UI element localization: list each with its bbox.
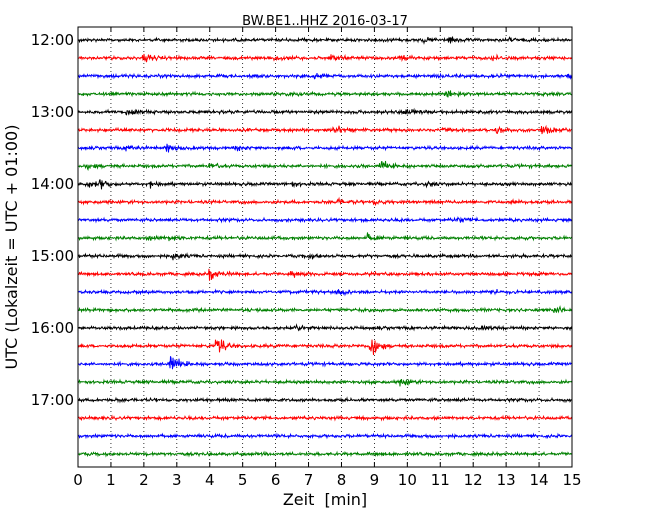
trace-line [77, 196, 573, 206]
x-tick-label: 6 [271, 471, 281, 489]
x-tick-label: 5 [238, 471, 248, 489]
trace-line [77, 432, 573, 440]
y-tick-label: 15:00 [31, 247, 74, 265]
x-tick-label: 2 [139, 471, 149, 489]
y-tick-label: 12:00 [31, 31, 74, 49]
trace-line [77, 268, 573, 281]
x-tick-label: 3 [172, 471, 182, 489]
x-tick-label: 0 [73, 471, 83, 489]
trace-line [77, 36, 573, 45]
grid-lines [110, 27, 540, 467]
trace-line [77, 396, 573, 404]
traces [77, 36, 573, 458]
x-tick-label: 13 [497, 471, 516, 489]
x-tick-label: 1 [106, 471, 116, 489]
x-tick-label: 14 [530, 471, 549, 489]
trace-line [77, 107, 573, 116]
trace-line [77, 216, 573, 224]
y-tick-label: 14:00 [31, 175, 74, 193]
trace-line [77, 160, 573, 172]
x-tick-label: 11 [431, 471, 450, 489]
y-tick-label: 16:00 [31, 319, 74, 337]
y-tick-label: 17:00 [31, 391, 74, 409]
trace-line [77, 53, 573, 63]
trace-line [77, 72, 573, 81]
trace-line [77, 323, 573, 332]
trace-line [77, 232, 573, 242]
x-ticks: 0 1 2 3 4 5 6 7 8 9 10 11 12 13 14 15 [73, 27, 582, 489]
trace-line [77, 339, 573, 356]
x-tick-label: 7 [304, 471, 314, 489]
chart-title: BW.BE1..HHZ 2016-03-17 [242, 14, 408, 29]
x-axis-label: Zeit [min] [283, 490, 367, 509]
x-tick-label: 15 [562, 471, 581, 489]
x-tick-label: 9 [370, 471, 380, 489]
trace-line [77, 252, 573, 261]
x-tick-label: 12 [464, 471, 483, 489]
trace-line [77, 356, 573, 370]
x-tick-label: 10 [398, 471, 417, 489]
x-tick-label: 4 [205, 471, 215, 489]
plot-frame [77, 26, 573, 468]
x-tick-label: 8 [337, 471, 347, 489]
y-ticks: 12:00 13:00 14:00 15:00 16:00 17:00 [31, 31, 572, 409]
trace-line [77, 414, 573, 422]
trace-line [77, 450, 573, 458]
trace-line [77, 124, 573, 135]
trace-line [77, 305, 573, 314]
trace-line [77, 288, 573, 297]
y-axis-label: UTC (Lokalzeit = UTC + 01:00) [2, 125, 21, 370]
trace-line [77, 143, 573, 153]
trace-line [77, 90, 573, 98]
y-tick-label: 13:00 [31, 103, 74, 121]
trace-line [77, 179, 573, 190]
trace-line [77, 378, 573, 387]
